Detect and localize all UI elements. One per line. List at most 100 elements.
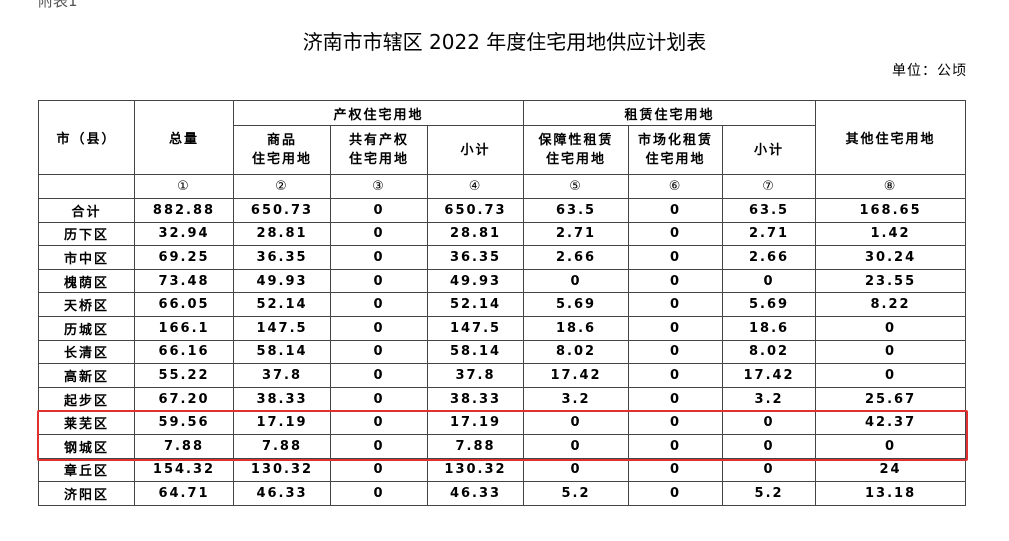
cell: 3.2 — [722, 386, 817, 412]
cell: 0 — [628, 410, 724, 435]
cell: 0 — [330, 410, 428, 435]
cell: 58.14 — [233, 339, 331, 365]
cell: 147.5 — [426, 315, 525, 341]
cell: 30.24 — [815, 245, 967, 270]
cell: 36.35 — [426, 245, 525, 270]
data-row: 长清区 66.16 58.14 0 58.14 8.02 0 8.02 0 — [38, 339, 967, 365]
cell: 58.14 — [426, 339, 525, 365]
cell: 2.66 — [722, 245, 817, 270]
column-header-line: 住宅用地 — [348, 152, 409, 167]
column-header: 保障性租赁 住宅用地 — [523, 125, 630, 175]
cell: 63.5 — [722, 198, 817, 223]
column-number: ⑧ — [815, 174, 967, 199]
column-header-line: 住宅用地 — [251, 152, 312, 167]
cell: 46.33 — [426, 481, 525, 506]
data-row: 起步区 67.20 38.33 0 38.33 3.2 0 3.2 25.67 — [38, 386, 967, 412]
region-name: 合计 — [38, 198, 135, 223]
column-header-line: 小计 — [754, 142, 785, 158]
cell: 0 — [330, 245, 428, 270]
cell: 0 — [722, 410, 817, 435]
cell: 0 — [330, 481, 428, 506]
column-header-line: 住宅用地 — [546, 152, 607, 167]
data-row: 莱芜区 59.56 17.19 0 17.19 0 0 0 42.37 — [38, 410, 967, 435]
cell: 18.6 — [523, 315, 630, 341]
region-name: 章丘区 — [38, 457, 135, 483]
cell: 28.81 — [426, 221, 525, 247]
column-header: 小计 — [722, 125, 817, 175]
cell: 5.69 — [722, 292, 817, 317]
cell: 0 — [815, 363, 967, 388]
cell: 0 — [330, 221, 428, 247]
cell: 49.93 — [426, 268, 525, 294]
cell: 0 — [330, 339, 428, 365]
cell: 17.42 — [523, 363, 630, 388]
group-header: 产权住宅用地 — [232, 100, 525, 126]
cell: 38.33 — [426, 386, 525, 412]
cell: 52.14 — [233, 292, 331, 317]
cell: 64.71 — [134, 481, 234, 506]
cell: 0 — [330, 315, 428, 341]
cell: 0 — [523, 410, 630, 435]
cell: 5.2 — [523, 481, 630, 506]
cell: 17.19 — [233, 410, 331, 435]
column-header-line: 保障性租赁 — [538, 133, 614, 148]
cell: 17.42 — [722, 363, 817, 388]
cell: 0 — [330, 198, 428, 223]
cell: 0 — [523, 457, 630, 483]
column-header-line: 市（县） — [56, 132, 117, 147]
cell: 23.55 — [815, 268, 967, 294]
region-name: 高新区 — [38, 363, 135, 388]
cell: 1.42 — [815, 221, 967, 247]
cell: 0 — [722, 433, 817, 459]
data-row: 济阳区 64.71 46.33 0 46.33 5.2 0 5.2 13.18 — [38, 481, 967, 506]
cell: 55.22 — [134, 363, 234, 388]
cell: 0 — [628, 268, 724, 294]
cell: 0 — [330, 363, 428, 388]
cell: 168.65 — [815, 198, 967, 223]
corner-label: 附表1 — [38, 0, 78, 10]
cell: 66.16 — [134, 339, 234, 365]
region-name: 钢城区 — [38, 433, 135, 459]
cell: 0 — [722, 457, 817, 483]
data-row: 章丘区 154.32 130.32 0 130.32 0 0 0 24 — [38, 457, 967, 483]
column-number: ⑥ — [628, 174, 724, 199]
column-number: ① — [134, 174, 234, 199]
cell: 5.69 — [523, 292, 630, 317]
column-number: ③ — [330, 174, 428, 199]
cell: 0 — [628, 245, 724, 270]
column-header: 市（县） — [38, 100, 135, 175]
region-name: 市中区 — [38, 245, 135, 270]
cell: 8.02 — [523, 339, 630, 365]
cell: 0 — [628, 221, 724, 247]
cell: 69.25 — [134, 245, 234, 270]
cell: 46.33 — [233, 481, 331, 506]
header-row: 市（县） 总量 产权住宅用地 租赁住宅用地 其他住宅用地 — [38, 100, 967, 175]
cell: 59.56 — [134, 410, 234, 435]
region-name: 历城区 — [38, 315, 135, 341]
cell: 154.32 — [134, 457, 234, 483]
cell: 7.88 — [426, 433, 525, 459]
cell: 8.22 — [815, 292, 967, 317]
column-header-line: 小计 — [460, 142, 491, 158]
cell: 0 — [628, 339, 724, 365]
cell: 66.05 — [134, 292, 234, 317]
cell: 0 — [628, 315, 724, 341]
cell: 2.66 — [523, 245, 630, 270]
region-name: 莱芜区 — [38, 410, 135, 435]
data-row: 合计 882.88 650.73 0 650.73 63.5 0 63.5 168.65 — [38, 198, 967, 223]
cell: 0 — [628, 457, 724, 483]
cell: 25.67 — [815, 386, 967, 412]
data-row: 历下区 32.94 28.81 0 28.81 2.71 0 2.71 1.42 — [38, 221, 967, 247]
cell: 32.94 — [134, 221, 234, 247]
data-row: 市中区 69.25 36.35 0 36.35 2.66 0 2.66 30.24 — [38, 245, 967, 270]
region-name: 济阳区 — [38, 481, 135, 506]
cell: 13.18 — [815, 481, 967, 506]
cell: 36.35 — [233, 245, 331, 270]
cell: 18.6 — [722, 315, 817, 341]
cell: 650.73 — [233, 198, 331, 223]
cell: 2.71 — [523, 221, 630, 247]
column-header: 市场化租赁 住宅用地 — [628, 125, 724, 175]
cell: 130.32 — [233, 457, 331, 483]
cell: 52.14 — [426, 292, 525, 317]
